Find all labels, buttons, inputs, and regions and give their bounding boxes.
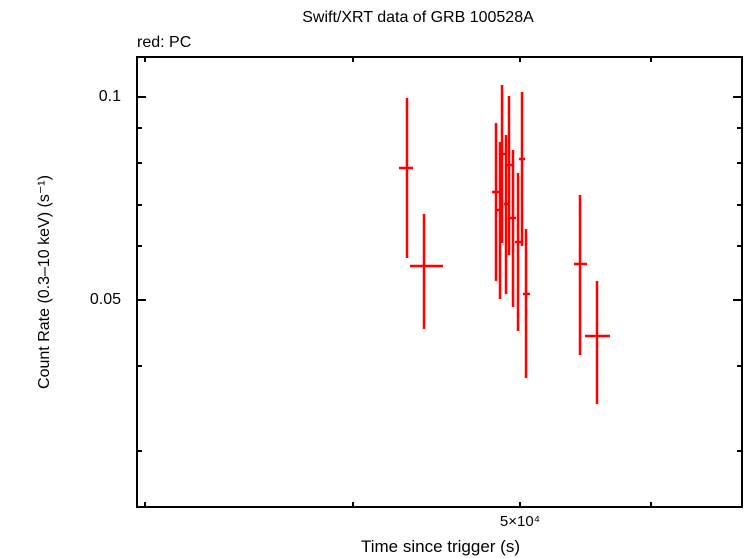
data-point <box>515 173 521 331</box>
data-point <box>399 98 413 258</box>
data-series-pc <box>399 85 610 404</box>
data-point <box>510 150 516 307</box>
plot-frame <box>136 56 743 508</box>
data-point <box>507 96 512 255</box>
data-point <box>585 281 610 404</box>
data-point <box>492 123 500 281</box>
axes-frame <box>136 56 743 508</box>
data-point <box>574 195 587 355</box>
chart-subtitle: red: PC <box>137 34 192 51</box>
data-point <box>519 92 525 246</box>
chart-title: Swift/XRT data of GRB 100528A <box>302 9 534 26</box>
x-tick-label-5e4: 5×10⁴ <box>499 513 541 530</box>
data-point <box>523 229 530 378</box>
y-tick-label-0-1: 0.1 <box>98 88 121 105</box>
data-point <box>500 85 505 243</box>
y-tick-label-0-05: 0.05 <box>89 291 121 308</box>
x-axis-label: Time since trigger (s) <box>360 537 520 556</box>
data-point <box>410 214 443 329</box>
